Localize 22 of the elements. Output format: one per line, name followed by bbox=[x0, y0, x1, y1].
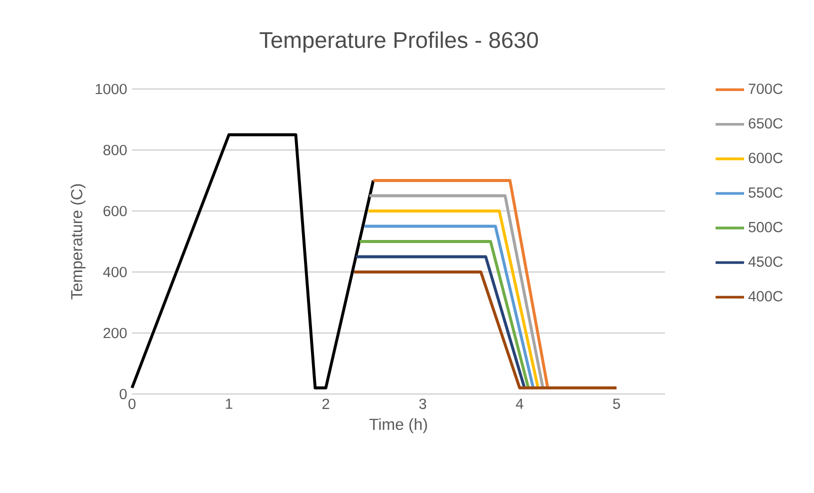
legend-label: 700C bbox=[748, 84, 783, 94]
legend-label: 400C bbox=[748, 291, 783, 302]
y-tick-label: 600 bbox=[104, 206, 127, 216]
legend-label: 450C bbox=[748, 256, 783, 267]
chart-title: Temperature Profiles - 8630 bbox=[260, 31, 538, 53]
y-tick-label: 1000 bbox=[96, 84, 127, 94]
y-tick-label: 0 bbox=[120, 388, 127, 400]
x-tick-label: 5 bbox=[613, 398, 620, 409]
x-axis-title: Time (h) bbox=[369, 418, 427, 434]
legend-label: 650C bbox=[748, 118, 783, 129]
y-tick-label: 800 bbox=[103, 144, 127, 156]
y-axis-title: Temperature (C) bbox=[70, 184, 86, 300]
y-tick-label: 200 bbox=[104, 328, 127, 338]
x-tick-label: 4 bbox=[516, 398, 524, 409]
x-tick-label: 3 bbox=[419, 398, 426, 410]
legend-label: 600C bbox=[748, 152, 783, 164]
x-tick-label: 2 bbox=[322, 398, 330, 409]
x-tick-label: 1 bbox=[226, 398, 232, 409]
legend-label: 500C bbox=[748, 222, 783, 232]
x-tick-label: 0 bbox=[128, 398, 136, 410]
y-tick-label: 400 bbox=[103, 266, 127, 278]
legend-label: 550C bbox=[748, 187, 783, 198]
